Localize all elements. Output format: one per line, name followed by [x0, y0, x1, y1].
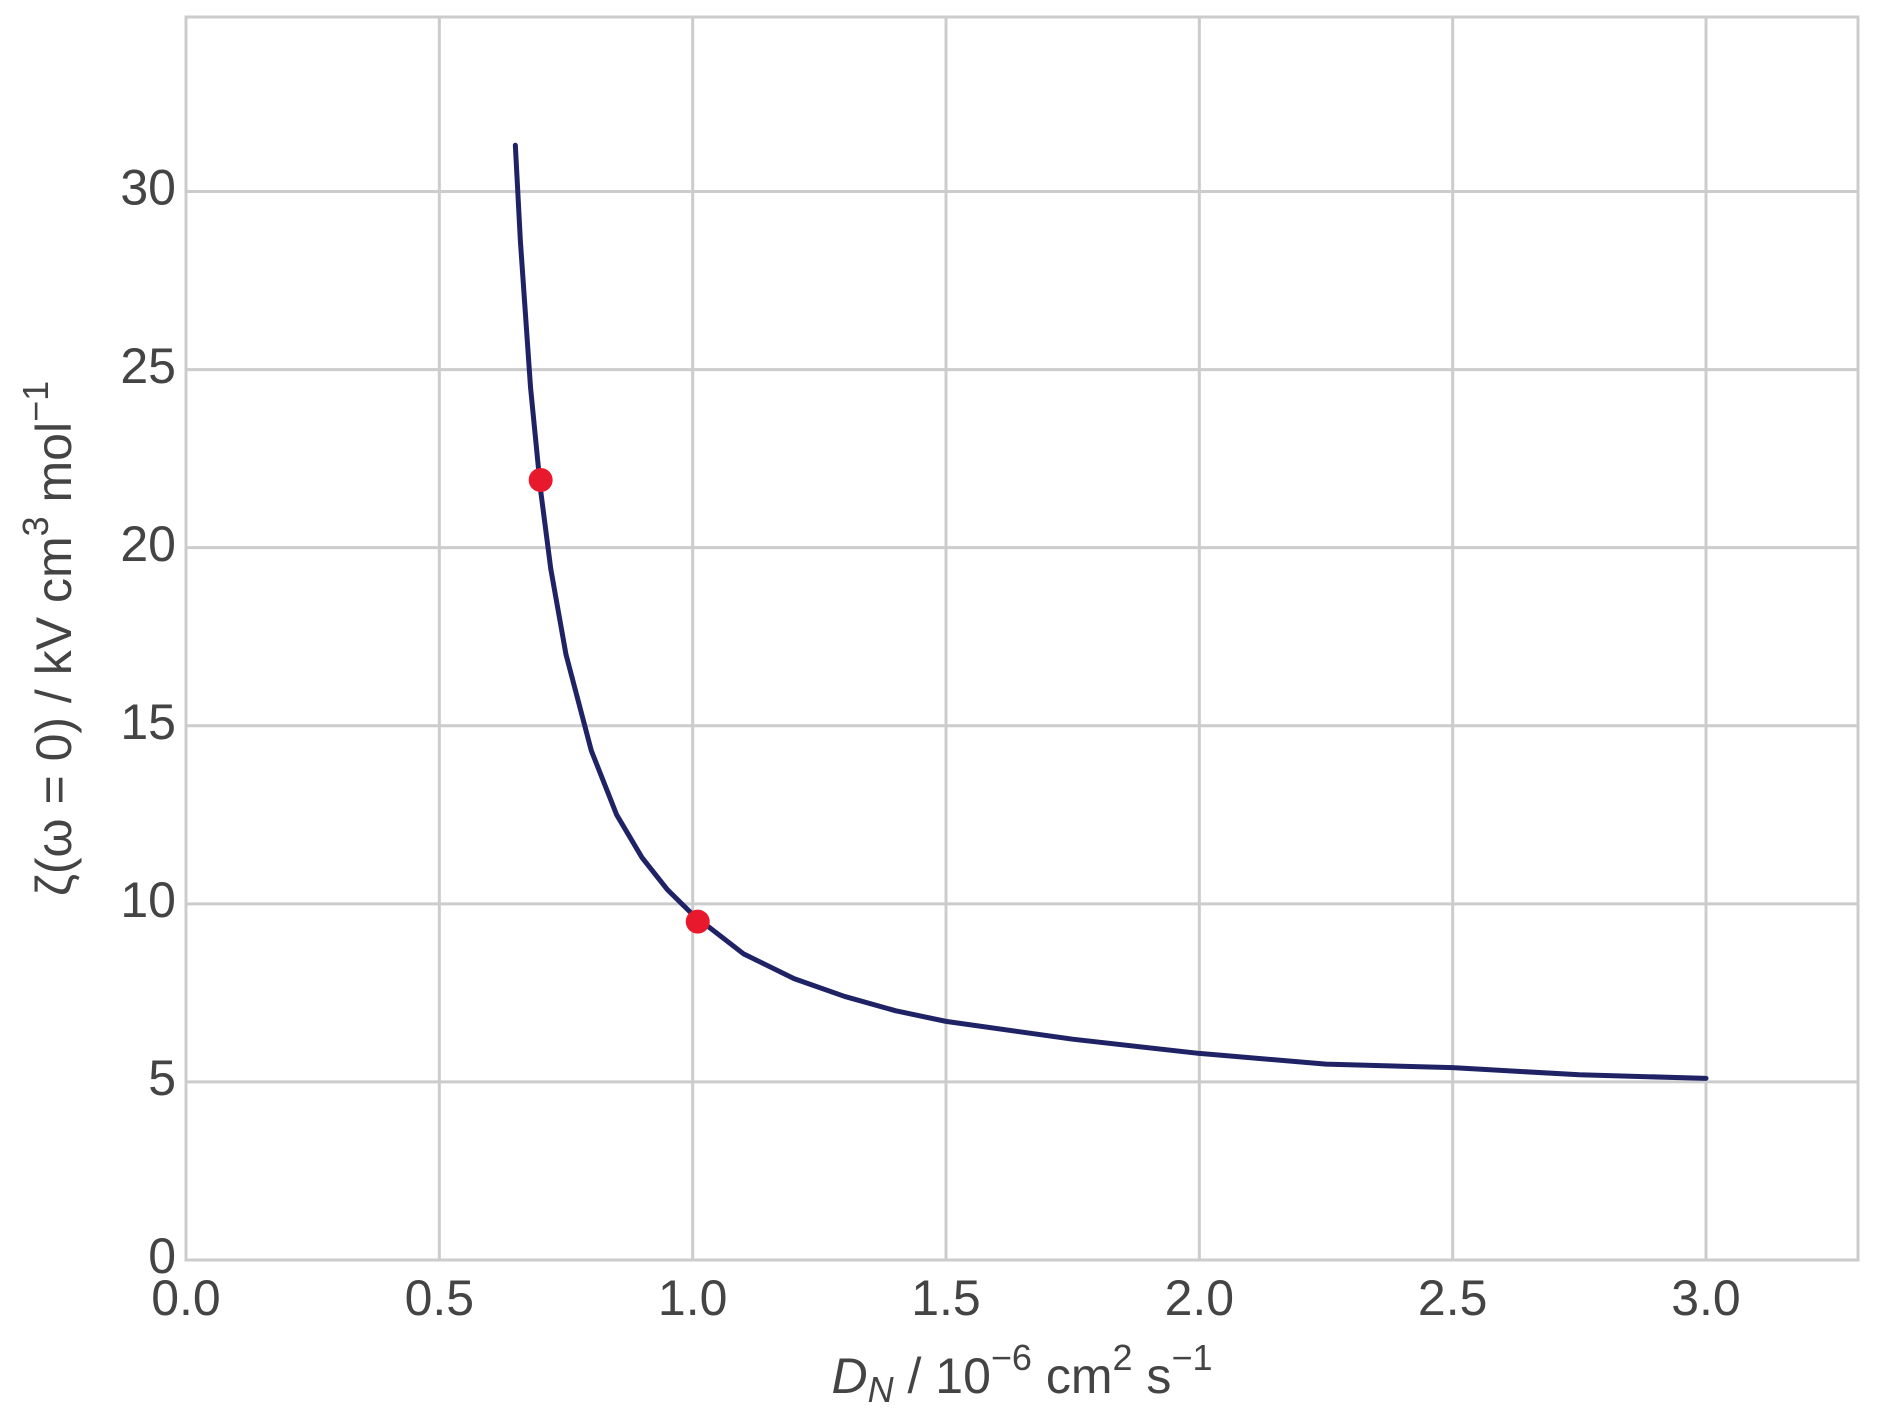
y-axis-label-part: −1	[15, 381, 56, 422]
y-tick-label: 25	[120, 338, 176, 394]
y-tick-label: 30	[120, 160, 176, 216]
y-axis-label: ζ(ω = 0) / kV cm3 mol−1	[15, 381, 83, 896]
x-axis-label-part: N	[868, 1369, 895, 1410]
x-axis-label-part: / 10	[894, 1348, 991, 1404]
y-axis-label-part: mol	[26, 422, 82, 516]
curve	[512, 142, 1709, 1081]
x-tick-label: 0.5	[405, 1270, 475, 1326]
x-axis-label-part: −1	[1171, 1337, 1212, 1378]
plot-frame	[184, 15, 1860, 1262]
x-tick-label: 2.0	[1165, 1270, 1235, 1326]
x-axis-label-part: 2	[1113, 1337, 1133, 1378]
x-tick-label: 1.0	[658, 1270, 728, 1326]
x-axis-label: DN / 10−6 cm2 s−1	[832, 1337, 1213, 1410]
y-tick-label: 10	[120, 872, 176, 928]
x-axis-label-part: −6	[991, 1337, 1032, 1378]
y-tick-label: 20	[120, 516, 176, 572]
x-tick-label: 0.0	[151, 1270, 221, 1326]
y-tick-label: 5	[148, 1050, 176, 1106]
x-tick-label: 2.5	[1418, 1270, 1488, 1326]
x-axis-label-part: D	[832, 1348, 868, 1404]
y-tick-label: 15	[120, 694, 176, 750]
y-axis-label-part: 3	[15, 516, 56, 536]
x-tick-label: 3.0	[1671, 1270, 1741, 1326]
x-axis-label-part: cm	[1032, 1348, 1113, 1404]
x-tick-label: 1.5	[911, 1270, 981, 1326]
data-point	[528, 468, 553, 493]
y-tick-label: 0	[148, 1228, 176, 1284]
data-point	[685, 909, 710, 934]
x-axis-label-part: s	[1133, 1348, 1172, 1404]
y-axis-label-part: ζ(ω = 0) / kV cm	[26, 536, 82, 896]
